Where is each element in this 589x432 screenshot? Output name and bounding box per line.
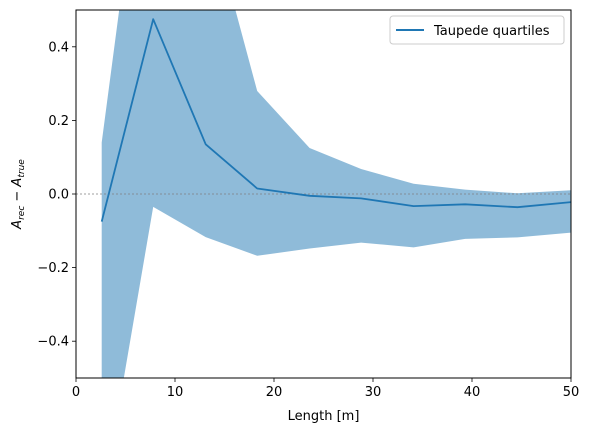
x-axis-label: Length [m] bbox=[288, 409, 360, 424]
y-axis-label: Arec − Atrue bbox=[10, 159, 27, 230]
y-tick-label: 0.2 bbox=[48, 114, 69, 129]
x-tick-label: 30 bbox=[365, 385, 382, 400]
legend-box bbox=[389, 15, 565, 45]
x-tick-label: 50 bbox=[563, 385, 580, 400]
y-axis: −0.4 −0.2 0.0 0.2 0.4 bbox=[37, 40, 76, 350]
y-tick-label: 0.0 bbox=[48, 188, 69, 203]
median-line bbox=[100, 18, 571, 222]
y-tick-label: 0.4 bbox=[48, 40, 69, 55]
plot-area bbox=[76, 10, 571, 378]
y-tick-label: −0.2 bbox=[37, 261, 69, 276]
x-axis: 0 10 20 30 40 50 bbox=[72, 378, 579, 400]
x-tick-label: 0 bbox=[72, 385, 80, 400]
x-tick-label: 40 bbox=[464, 385, 481, 400]
x-tick-label: 10 bbox=[167, 385, 184, 400]
legend: Taupede quartiles bbox=[389, 15, 565, 45]
y-tick-label: −0.4 bbox=[37, 335, 69, 350]
x-tick-label: 20 bbox=[266, 385, 283, 400]
legend-entry-label: Taupede quartiles bbox=[433, 24, 550, 39]
